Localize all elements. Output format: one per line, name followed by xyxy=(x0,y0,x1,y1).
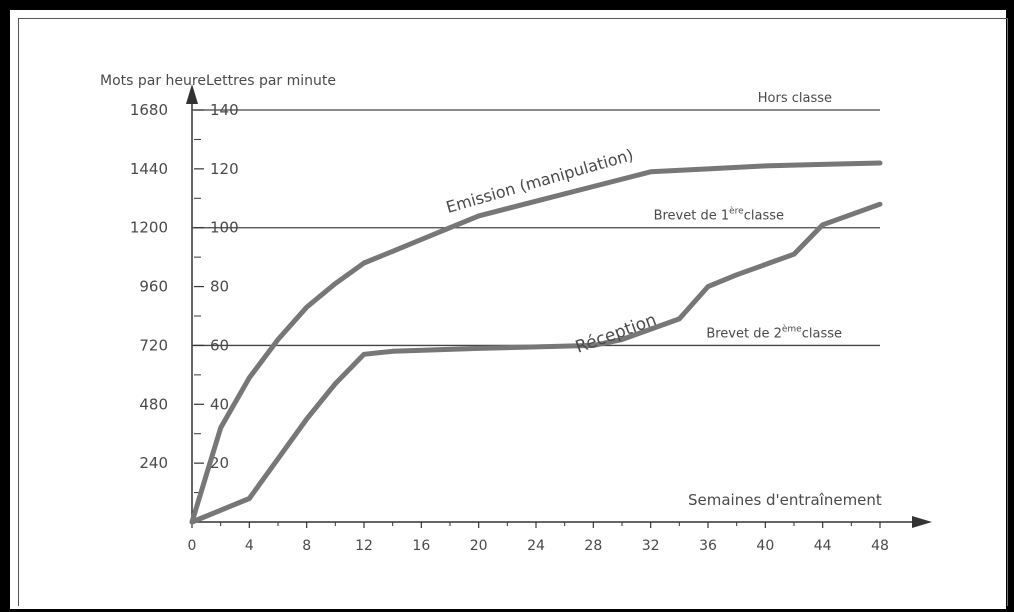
y-tick-label-mph: 1680 xyxy=(130,101,168,119)
x-tick-label: 24 xyxy=(527,538,545,554)
y-tick-label-mph: 960 xyxy=(139,278,168,296)
inner-border xyxy=(18,18,1008,606)
x-tick-label: 28 xyxy=(584,538,602,554)
y-tick-label-mph: 720 xyxy=(139,336,168,354)
x-tick-label: 16 xyxy=(412,538,430,554)
x-tick-label: 20 xyxy=(470,538,488,554)
x-tick-label: 0 xyxy=(188,538,197,554)
y-tick-label-mph: 240 xyxy=(139,454,168,472)
x-tick-label: 4 xyxy=(245,538,254,554)
y-tick-label-lpm: 100 xyxy=(210,219,239,237)
y-tick-label-lpm: 20 xyxy=(210,454,229,472)
x-tick-label: 12 xyxy=(355,538,373,554)
ticks: 0 4 8 12 16 20 24 28 32 36 40 44 4820240404806072080… xyxy=(130,101,889,554)
y-tick-label-lpm: 120 xyxy=(210,160,239,178)
x-axis-label: Semaines d'entraînement xyxy=(688,491,882,509)
x-axis-arrow-icon xyxy=(912,516,932,528)
reference-lines: Hors classe Brevet de 1èreclasse Brevet de… xyxy=(192,91,880,347)
y-axis-label-right: Lettres par minute xyxy=(206,73,336,89)
reception-curve xyxy=(189,201,883,525)
x-tick-label: 8 xyxy=(302,538,311,554)
x-tick-label: 48 xyxy=(871,538,889,554)
x-tick-label: 36 xyxy=(699,538,717,554)
y-tick-label-mph: 1440 xyxy=(130,160,168,178)
y-tick-label-lpm: 80 xyxy=(210,278,229,296)
x-tick-label: 44 xyxy=(814,538,832,554)
reference-line-label: Brevet de 2èmeclasse xyxy=(706,323,842,341)
series-label-reception: Réception xyxy=(573,310,659,358)
y-axis-label-left: Mots par heure xyxy=(100,73,206,89)
axes xyxy=(186,84,932,528)
y-tick-label-mph: 480 xyxy=(139,395,168,413)
x-tick-label: 40 xyxy=(756,538,774,554)
y-tick-label-mph: 1200 xyxy=(130,219,168,237)
y-tick-label-lpm: 140 xyxy=(210,101,239,119)
reference-line-label: Brevet de 1èreclasse xyxy=(654,206,784,224)
y-axis-arrow-icon xyxy=(186,84,198,104)
y-tick-label-lpm: 40 xyxy=(210,395,229,413)
emission-curve xyxy=(189,160,883,525)
y-tick-label-lpm: 60 xyxy=(210,336,229,354)
reference-line-label: Hors classe xyxy=(758,91,832,106)
x-tick-label: 32 xyxy=(642,538,660,554)
series xyxy=(189,160,883,525)
